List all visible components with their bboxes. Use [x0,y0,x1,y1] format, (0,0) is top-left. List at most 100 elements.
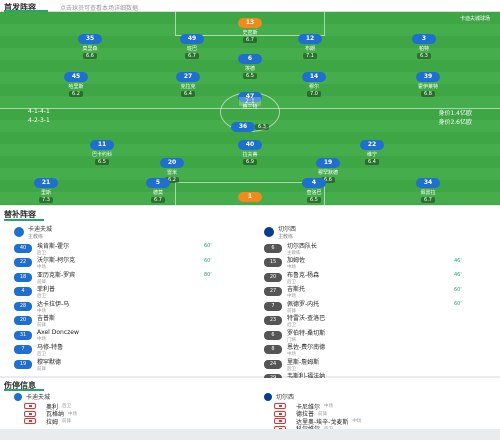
away-player-2[interactable]: 11 巴卡约科 6.5 [70,140,134,165]
away-injury-head: 切尔西 [264,392,294,401]
player-rating: 6.9 [243,159,257,165]
sub-event: 46' [454,272,462,278]
home-player-7[interactable]: 45 哈里斯 6.2 [44,72,108,97]
away-player-5[interactable]: 20 雷米 6.2 [140,158,204,183]
home-team-logo-icon [14,392,22,401]
player-name: 霍伊莱特 [417,84,438,90]
home-player-5[interactable]: 3 帕特 6.3 [392,34,456,59]
sub-number: 7 [264,301,282,311]
sub-row[interactable]: 28 达卡拉伊-马 中场 [14,300,234,314]
sub-number: 20 [14,316,32,325]
sub-row[interactable]: 23 特雷沃-查洛巴 后卫 [264,315,484,328]
player-rating: 6.4 [365,159,379,165]
away-player-1[interactable]: 36 6.3 [218,122,282,132]
player-number: 3 [412,34,436,44]
player-rating: 6.5 [243,73,257,79]
player-rating: 6.7 [185,53,199,59]
player-number: 34 [416,178,440,188]
away-player-11[interactable]: 1 [218,192,282,202]
sub-row[interactable]: 40 埃肯斯-霍尔 后卫 60' [14,242,234,256]
sub-row[interactable]: 19 穆罕默德 前锋 [14,358,234,372]
player-rating: 6.8 [421,91,435,97]
sub-row[interactable]: 20 布鲁克-杨森 后卫 46' [264,271,484,285]
lineup-subtitle: 点击球员可查看本场详细数据 [60,5,139,12]
sub-name: 穆罕默德 [37,358,62,366]
player-rating: 6.7 [421,197,435,203]
injury-row[interactable]: 卡尼维尔 中场 [274,402,333,411]
subs-section: 替补阵容 卡迪夫城 主教练 切尔西 主教练 40 埃肯斯-霍尔 后卫 60' 22 沃尔斯-柯… [0,206,500,386]
home-player-3[interactable]: 49 班巴 6.7 [160,34,224,59]
player-rating: 6.5 [95,159,109,165]
sub-number: 22 [14,258,32,267]
sub-row[interactable]: 20 吉普斯 前锋 [14,315,234,328]
player-name: 穆罕默德 [317,170,338,176]
sub-row[interactable]: 6 罗伯特-桑切斯 门将 [264,329,484,343]
home-team-head: 卡迪夫城 主教练 [14,224,52,240]
home-team-name: 卡迪夫城 [28,226,53,233]
injury-row[interactable]: 拉姆 前锋 [24,417,71,426]
player-name: 雷米 [166,170,177,176]
sub-row[interactable]: 7 佩德罗-内托 前锋 60' [264,300,484,314]
sub-name: 亚历克斯-罗宾 [37,271,76,279]
sub-row[interactable]: 31 Axel Donczew 中场 [14,329,234,342]
lineup-title: 首发阵容 [4,3,36,12]
home-player-2[interactable]: 35 莫里森 6.6 [58,34,122,59]
sub-row[interactable]: 7 马修-特鲁 后卫 [14,344,234,357]
away-player-4[interactable]: 22 维宁 6.4 [340,140,404,165]
injury-name: 卡尼维尔 [296,403,321,411]
sub-row[interactable]: 4 菲利普 后卫 [14,286,234,299]
player-number: 13 [238,18,262,28]
top-header: 首发阵容 点击球员可查看本场详细数据 [0,0,500,12]
player-number: 11 [90,140,114,150]
player-name: 班巴 [186,46,197,52]
sub-row[interactable]: 27 吉斯托 中场 60' [264,286,484,299]
home-team-logo-icon [14,227,24,237]
injury-name: 德拉普 [296,411,315,418]
player-name: 维宁 [366,152,377,158]
sub-position: 前锋 [37,366,46,372]
away-player-10[interactable]: 34 佩雷拉 6.7 [396,178,460,203]
subs-title-underline [4,219,44,221]
away-player-8[interactable]: 5 德莫 6.7 [126,178,190,203]
home-player-1[interactable]: 13 史密斯 6.7 [218,18,282,43]
injury-icon [274,410,286,417]
injury-title-underline [4,389,44,391]
bottom-spacer [0,429,500,440]
sub-position: 前锋 [287,308,296,314]
home-player-10[interactable]: 39 霍伊莱特 6.8 [396,72,460,97]
injury-section: 伤停信息 卡迪夫城 切尔西 奥利 后卫 瓦格纳 中场 拉姆 前锋 卡尼维尔 中场 德拉普 前锋达… [0,378,500,433]
home-player-11[interactable]: 47 格兰特 [218,92,282,110]
away-player-9[interactable]: 4 查洛巴 6.5 [282,178,346,203]
home-player-9[interactable]: 14 穆尔 7.0 [282,72,346,97]
home-value: 身价1.4亿欧 [438,110,472,117]
home-player-6[interactable]: 6 埃德 6.5 [218,54,282,79]
injury-icon [274,418,286,424]
top-penalty-box [175,12,325,36]
sub-row[interactable]: 15 加姆佐 中场 46' [264,257,484,270]
sub-name: 里斯-詹姆斯 [287,358,320,366]
sub-position: 中场 [287,294,296,299]
injury-row[interactable]: 瓦格纳 中场 [24,410,77,418]
away-player-7[interactable]: 21 里斯 7.3 [14,178,78,203]
sub-row[interactable]: 24 里斯-詹姆斯 后卫 [264,358,484,372]
sub-row[interactable]: 6 切尔西队长 主教练 [264,242,484,256]
away-player-3[interactable]: 40 拉夫蒂 6.9 [218,140,282,165]
home-player-4[interactable]: 12 布朗 7.1 [278,34,342,59]
injury-row[interactable]: 德拉普 前锋 [274,410,327,418]
sub-number: 20 [264,272,282,282]
sub-row[interactable]: 8 恩佐-费尔南德 中场 [264,344,484,357]
away-value: 身价2.6亿欧 [438,119,472,126]
injury-name: 达里奥-埃辛-戈麦斯 [296,418,349,426]
sub-row[interactable]: 18 亚历克斯-罗宾 前锋 80' [14,271,234,285]
away-player-6[interactable]: 19 穆罕默德 6.6 [296,158,360,183]
home-team-name: 卡迪夫城 [26,394,51,401]
home-player-8[interactable]: 27 克拉克 6.4 [156,72,220,97]
sub-row[interactable]: 22 沃尔斯-柯尔克 中场 60' [14,257,234,270]
player-rating: 6.4 [181,91,195,97]
sub-event: 60' [454,301,462,307]
player-number: 1 [238,192,262,202]
injury-row[interactable]: 达里奥-埃辛-戈麦斯 中场 [274,417,361,426]
player-number: 27 [176,72,200,82]
injury-row[interactable]: 奥利 后卫 [24,402,71,411]
player-rating: 6.2 [165,177,179,183]
